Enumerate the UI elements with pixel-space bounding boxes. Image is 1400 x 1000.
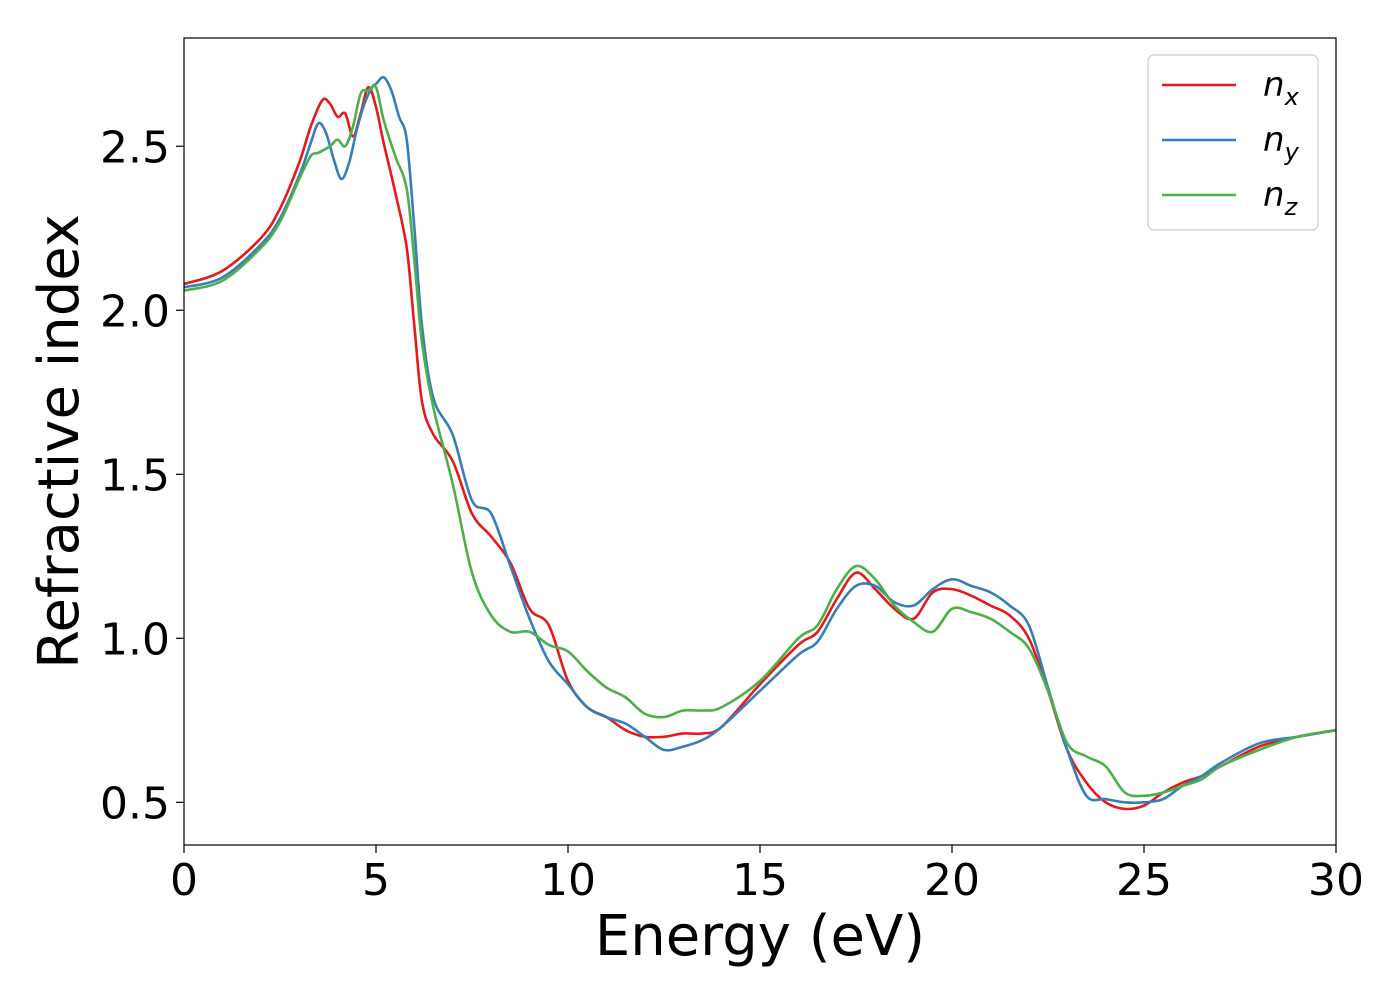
y-tick-label: 1.5 (100, 450, 170, 501)
y-tick-label: 1.0 (100, 614, 170, 665)
y-tick-label: 2.5 (100, 122, 170, 173)
legend-box (1147, 54, 1319, 231)
x-axis-ticks: 0 5 10 15 20 25 30 (170, 845, 1364, 906)
legend-entry-nz: nz (1162, 175, 1299, 221)
legend-label-subscript: x (1284, 83, 1300, 111)
y-axis-title: Refractive index (27, 214, 92, 669)
x-tick-label: 10 (540, 855, 596, 906)
legend-entry-ny: ny (1162, 120, 1300, 166)
legend-label-base: n (1263, 175, 1285, 215)
y-axis-ticks: 0.5 1.0 1.5 2.0 2.5 (100, 122, 184, 829)
x-tick-label: 30 (1308, 855, 1364, 906)
legend-label-base: n (1263, 120, 1285, 160)
y-tick-label: 0.5 (100, 778, 170, 829)
legend-label-subscript: y (1284, 138, 1300, 166)
x-tick-label: 5 (362, 855, 390, 906)
series-line-nz (184, 84, 1336, 798)
legend-label-subscript: z (1284, 193, 1299, 221)
series-line-nx (184, 85, 1336, 811)
legend-label: nz (1263, 175, 1299, 221)
x-axis-title: Energy (eV) (595, 904, 925, 969)
legend-entry-nx: nx (1162, 65, 1300, 111)
legend-label: ny (1263, 120, 1300, 166)
series-layer (184, 75, 1336, 811)
series-line-ny (184, 75, 1336, 805)
x-tick-label: 25 (1116, 855, 1172, 906)
x-tick-label: 15 (732, 855, 788, 906)
legend-label-base: n (1263, 65, 1285, 105)
x-tick-label: 0 (170, 855, 198, 906)
legend-label: nx (1263, 65, 1300, 111)
y-tick-label: 2.0 (100, 286, 170, 337)
x-tick-label: 20 (924, 855, 980, 906)
